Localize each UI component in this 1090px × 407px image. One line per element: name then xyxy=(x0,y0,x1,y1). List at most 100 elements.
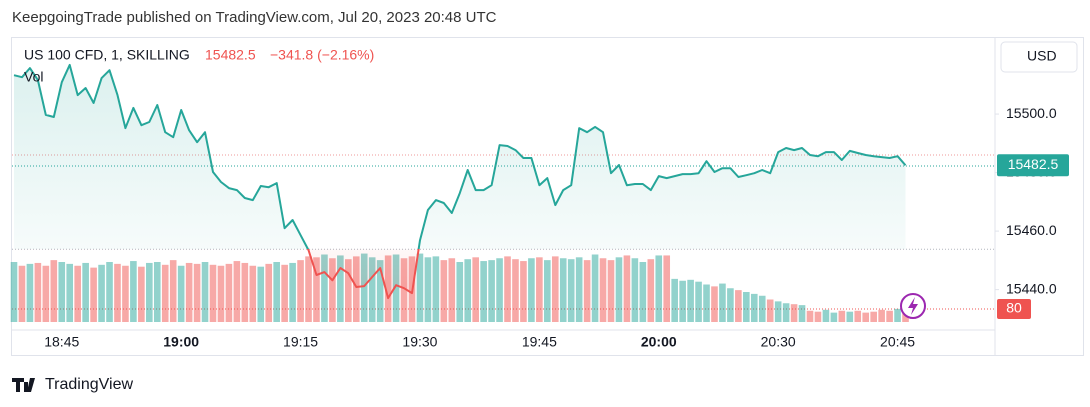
chart-frame xyxy=(11,37,1084,356)
volume-bar xyxy=(591,254,599,322)
volume-bar xyxy=(520,261,527,322)
volume-bar xyxy=(297,260,304,322)
volume-bar xyxy=(735,290,742,322)
volume-bar xyxy=(846,311,854,322)
volume-bar xyxy=(321,254,328,322)
volume-bar xyxy=(289,262,296,322)
volume-bar xyxy=(416,253,424,322)
volume-bar xyxy=(249,265,257,322)
volume-bar xyxy=(201,262,209,322)
volume-bar xyxy=(711,286,718,322)
volume-bar xyxy=(138,266,145,322)
area xyxy=(14,64,906,299)
volume-bar xyxy=(352,256,360,322)
currency-button[interactable] xyxy=(1000,41,1078,73)
volume-bar xyxy=(798,305,806,322)
volume-bar xyxy=(82,262,89,322)
volume-pane xyxy=(10,253,909,322)
volume-bar xyxy=(432,256,440,322)
currency: USD xyxy=(1027,48,1057,64)
volume-bar xyxy=(42,265,50,322)
x-tick-label: 18:45 xyxy=(44,334,79,350)
x-tick-label: 20:45 xyxy=(880,334,915,350)
y-tick-label: 15440.0 xyxy=(1006,280,1057,296)
volume-bar xyxy=(146,262,153,322)
legend-price: 15482.5 xyxy=(205,47,256,63)
legend-change: −341.8 (−2.16%) xyxy=(270,47,374,63)
volume-bar xyxy=(130,261,137,322)
volume-bar xyxy=(830,312,838,322)
volume-bar xyxy=(886,310,893,322)
volume-bar xyxy=(345,259,352,322)
volume-bar xyxy=(790,304,798,322)
volume-bar xyxy=(806,310,814,322)
price-line xyxy=(13,63,907,300)
volume-bar xyxy=(368,257,376,322)
volume-bar xyxy=(448,258,456,322)
volume-bar xyxy=(695,281,702,322)
volume-bar xyxy=(719,283,726,322)
volume-bar xyxy=(360,253,368,322)
volume-bar xyxy=(822,309,830,322)
volume-bar xyxy=(34,262,42,322)
volume-bar xyxy=(655,255,663,322)
y-tick-label: 15460.0 xyxy=(1006,222,1057,238)
volume-bar xyxy=(337,255,344,322)
volume-bar xyxy=(376,260,384,322)
last-volume-tag xyxy=(997,299,1031,319)
volume-bar xyxy=(169,260,177,322)
volume-bar xyxy=(440,260,448,322)
footer: TradingView xyxy=(45,376,133,393)
volume-bar xyxy=(536,257,543,322)
volume-bar xyxy=(743,292,750,322)
volume-bar xyxy=(544,260,551,322)
volume-bar xyxy=(854,310,862,322)
volume-bar xyxy=(504,256,511,322)
last-volume: 80 xyxy=(1006,300,1022,316)
volume-bar xyxy=(567,259,575,322)
volume-bar xyxy=(106,262,113,322)
volume-bar xyxy=(647,259,655,322)
header: KeepgoingTrade published on TradingView.… xyxy=(12,9,497,26)
last-price-tag xyxy=(997,154,1069,177)
volume-bar xyxy=(193,263,201,322)
volume-bar xyxy=(870,311,877,322)
x-tick-label: 19:00 xyxy=(163,334,199,350)
volume-bar xyxy=(727,288,734,322)
x-tick-label: 19:30 xyxy=(402,334,437,350)
volume-bar xyxy=(583,260,591,322)
volume-bar xyxy=(862,312,870,322)
volume-bar xyxy=(687,279,694,322)
volume-bar xyxy=(273,262,280,322)
x-tick-label: 20:30 xyxy=(761,334,796,350)
volume-bar xyxy=(26,263,34,322)
volume-bar xyxy=(66,263,74,322)
volume-bar xyxy=(217,265,225,322)
volume-legend: Vol xyxy=(24,69,43,85)
volume-bar xyxy=(671,278,678,322)
x-tick-label: 20:00 xyxy=(641,334,677,350)
price-labels: 15482.5 80 xyxy=(997,154,1069,319)
volume-bar xyxy=(241,262,249,322)
volume-bar xyxy=(488,260,495,322)
volume-bar xyxy=(528,258,535,322)
volume-bar xyxy=(464,259,472,322)
volume-bar xyxy=(838,310,846,322)
volume-bar xyxy=(766,299,774,322)
volume-bar xyxy=(122,265,129,322)
volume-bar xyxy=(679,280,686,322)
volume-bar xyxy=(98,264,105,322)
volume-bar xyxy=(74,265,81,322)
volume-bar xyxy=(607,260,615,322)
volume-bar xyxy=(233,261,241,322)
volume-bar xyxy=(480,261,487,322)
volume-bar xyxy=(329,258,336,322)
volume-bar xyxy=(631,258,639,322)
volume-bar xyxy=(623,255,631,322)
volume-bar xyxy=(18,265,26,322)
volume-bar xyxy=(265,263,273,322)
volume-bar xyxy=(400,258,408,322)
volume-bar xyxy=(424,257,432,322)
volume-bar xyxy=(782,303,790,322)
